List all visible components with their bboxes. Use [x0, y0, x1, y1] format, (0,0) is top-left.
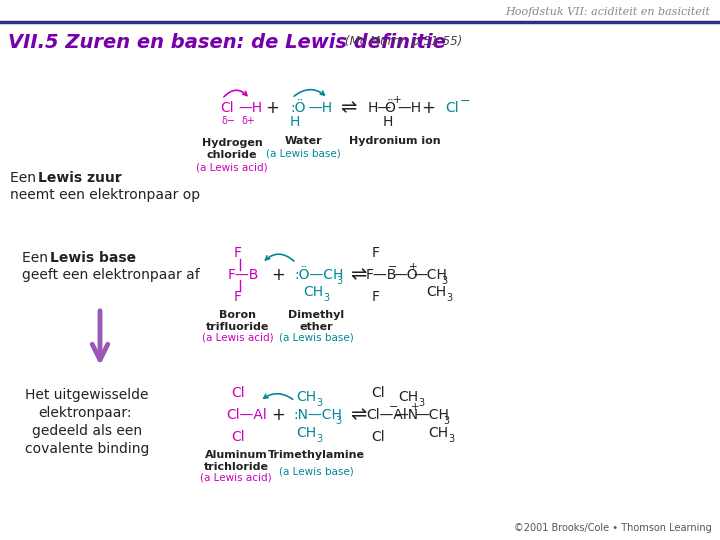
Text: −: − [388, 262, 397, 272]
FancyArrowPatch shape [264, 394, 293, 400]
Text: CH: CH [303, 285, 323, 299]
Text: Cl: Cl [445, 101, 459, 115]
Text: CH: CH [426, 285, 446, 299]
Text: H: H [290, 115, 300, 129]
Text: Cl: Cl [231, 430, 245, 444]
Text: :Ö: :Ö [290, 101, 305, 115]
Text: F—B: F—B [366, 268, 397, 282]
Text: Cl: Cl [372, 430, 384, 444]
Text: 3: 3 [441, 276, 447, 286]
Text: +: + [271, 406, 285, 424]
Text: neemt een elektronpaar op: neemt een elektronpaar op [10, 188, 200, 202]
Text: 3: 3 [446, 293, 452, 303]
Text: +: + [421, 99, 435, 117]
Text: Water: Water [284, 136, 322, 146]
Text: Het uitgewisselde: Het uitgewisselde [25, 388, 148, 402]
Text: Cl: Cl [372, 386, 384, 400]
Text: VII.5 Zuren en basen: de Lewis definitie: VII.5 Zuren en basen: de Lewis definitie [8, 32, 446, 51]
Text: 3: 3 [316, 398, 322, 408]
Text: CH: CH [398, 390, 418, 404]
Text: —CH: —CH [413, 268, 447, 282]
Text: δ+: δ+ [242, 116, 256, 126]
Text: Cl—Al: Cl—Al [226, 408, 266, 422]
Text: F—B: F—B [228, 268, 259, 282]
Text: CH: CH [428, 426, 448, 440]
Text: 3: 3 [323, 293, 329, 303]
Text: Boron
trifluoride: Boron trifluoride [207, 310, 270, 333]
Text: F: F [234, 290, 242, 304]
Text: +: + [265, 99, 279, 117]
Text: Cl—Al: Cl—Al [366, 408, 407, 422]
FancyArrowPatch shape [294, 90, 325, 96]
Text: +: + [409, 262, 418, 272]
Text: ©2001 Brooks/Cole • Thomson Learning: ©2001 Brooks/Cole • Thomson Learning [514, 523, 712, 533]
Text: F: F [234, 246, 242, 260]
Text: ⇌: ⇌ [340, 98, 356, 118]
Text: :N—CH: :N—CH [293, 408, 342, 422]
Text: :: : [112, 171, 121, 185]
Text: ⇌: ⇌ [350, 406, 366, 424]
Text: (a Lewis acid): (a Lewis acid) [200, 473, 272, 483]
Text: F: F [372, 290, 380, 304]
Text: (a Lewis base): (a Lewis base) [279, 333, 354, 343]
Text: +: + [393, 95, 402, 105]
Text: gedeeld als een: gedeeld als een [32, 424, 142, 438]
Text: +: + [411, 402, 420, 412]
Text: Ö: Ö [384, 101, 395, 115]
Text: —N: —N [394, 408, 418, 422]
Text: Lewis base: Lewis base [50, 251, 136, 265]
Text: 3: 3 [336, 276, 342, 286]
Text: H: H [383, 115, 393, 129]
FancyArrowPatch shape [266, 254, 294, 261]
Text: CH: CH [296, 426, 316, 440]
Text: Lewis zuur: Lewis zuur [38, 171, 122, 185]
Text: Een: Een [22, 251, 53, 265]
Text: —Ö: —Ö [393, 268, 418, 282]
Text: —H: —H [397, 101, 421, 115]
Text: Hydrogen
chloride: Hydrogen chloride [202, 138, 262, 160]
Text: (a Lewis base): (a Lewis base) [266, 148, 341, 158]
Text: —H: —H [308, 101, 332, 115]
Text: −: − [389, 402, 398, 412]
Text: :Ö—CH: :Ö—CH [294, 268, 343, 282]
Text: 3: 3 [316, 434, 322, 444]
Text: H—: H— [368, 101, 392, 115]
Text: 3: 3 [418, 398, 424, 408]
Text: Hoofdstuk VII: aciditeit en basiciteit: Hoofdstuk VII: aciditeit en basiciteit [505, 7, 710, 17]
Text: Trimethylamine: Trimethylamine [268, 450, 364, 460]
Text: Cl: Cl [231, 386, 245, 400]
Text: :: : [126, 251, 135, 265]
Text: Een: Een [10, 171, 40, 185]
Text: —CH: —CH [415, 408, 449, 422]
Text: (a Lewis acid): (a Lewis acid) [202, 333, 274, 343]
Text: (a Lewis acid): (a Lewis acid) [196, 162, 268, 172]
Text: F: F [372, 246, 380, 260]
Text: Dimethyl
ether: Dimethyl ether [288, 310, 344, 333]
Text: 3: 3 [335, 416, 341, 426]
Text: (a Lewis base): (a Lewis base) [279, 467, 354, 477]
Text: —H: —H [238, 101, 262, 115]
Text: covalente binding: covalente binding [25, 442, 149, 456]
FancyArrowPatch shape [224, 90, 247, 97]
Text: δ−: δ− [222, 116, 236, 126]
Text: geeft een elektronpaar af: geeft een elektronpaar af [22, 268, 199, 282]
Text: CH: CH [296, 390, 316, 404]
Text: −: − [460, 94, 470, 107]
Text: elektronpaar:: elektronpaar: [38, 406, 132, 420]
Text: Aluminum
trichloride: Aluminum trichloride [204, 450, 269, 472]
Text: +: + [271, 266, 285, 284]
Text: Hydronium ion: Hydronium ion [349, 136, 441, 146]
Text: 3: 3 [443, 416, 449, 426]
Text: Cl: Cl [220, 101, 233, 115]
Text: 3: 3 [448, 434, 454, 444]
Text: (Mc Murry: p 51-55): (Mc Murry: p 51-55) [345, 36, 462, 49]
Text: ⇌: ⇌ [350, 266, 366, 285]
